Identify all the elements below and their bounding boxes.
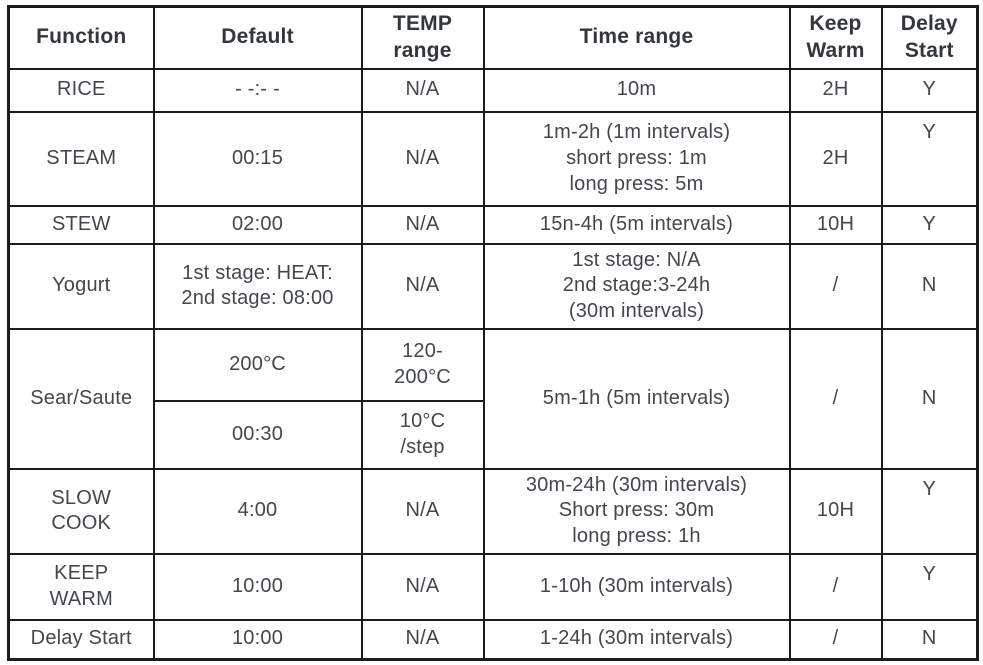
cell-sear-saute-keep-warm: / <box>788 327 883 470</box>
header-default: Default <box>152 5 363 70</box>
header-delay-start: Delay Start <box>880 5 979 70</box>
cell-slow-cook-temp-range: N/A <box>360 467 485 555</box>
cell-stew-time-range: 15n-4h (5m intervals) <box>482 204 791 245</box>
cell-slow-cook-function: SLOW COOK <box>7 467 155 555</box>
cell-yogurt-delay-start: N <box>880 242 979 330</box>
cell-yogurt-default: 1st stage: HEAT: 2nd stage: 08:00 <box>152 242 363 330</box>
cell-steam-time-range: 1m-2h (1m intervals) short press: 1m lon… <box>482 110 791 207</box>
cell-rice-temp-range: N/A <box>360 67 485 113</box>
cell-steam-function: STEAM <box>7 110 155 207</box>
cell-yogurt-temp-range: N/A <box>360 242 485 330</box>
cell-stew-default: 02:00 <box>152 204 363 245</box>
header-row: Function Default TEMP range Time range K… <box>7 5 979 70</box>
cell-keep-warm-default: 10:00 <box>152 552 363 621</box>
cell-sear-saute-delay-start: N <box>880 327 979 470</box>
cell-steam-delay-start: Y <box>880 110 979 207</box>
function-spec-table: Function Default TEMP range Time range K… <box>7 5 979 662</box>
cell-sear-saute-time-range: 5m-1h (5m intervals) <box>482 327 791 470</box>
cell-keep-warm-delay-start: Y <box>880 552 979 621</box>
cell-rice-time-range: 10m <box>482 67 791 113</box>
cell-keep-warm-keep-warm: / <box>788 552 883 621</box>
cell-slow-cook-time-range: 30m-24h (30m intervals) Short press: 30m… <box>482 467 791 555</box>
cell-stew-delay-start: Y <box>880 204 979 245</box>
cell-yogurt-function: Yogurt <box>7 242 155 330</box>
table-row-rice: RICE - -:- - N/A 10m 2H Y <box>7 67 979 113</box>
cell-rice-function: RICE <box>7 67 155 113</box>
cell-keep-warm-time-range: 1-10h (30m intervals) <box>482 552 791 621</box>
cell-stew-keep-warm: 10H <box>788 204 883 245</box>
table-row-keep-warm: KEEP WARM 10:00 N/A 1-10h (30m intervals… <box>7 552 979 621</box>
header-time-range: Time range <box>482 5 791 70</box>
cell-keep-warm-temp-range: N/A <box>360 552 485 621</box>
header-keep-warm: Keep Warm <box>788 5 883 70</box>
cell-steam-default: 00:15 <box>152 110 363 207</box>
header-temp-range: TEMP range <box>360 5 485 70</box>
table-row-sear-saute-sub1: Sear/Saute 200°C 120- 200°C 5m-1h (5m in… <box>7 327 979 470</box>
table-row-slow-cook: SLOW COOK 4:00 N/A 30m-24h (30m interval… <box>7 467 979 555</box>
cell-rice-default: - -:- - <box>152 67 363 113</box>
table-row-steam: STEAM 00:15 N/A 1m-2h (1m intervals) sho… <box>7 110 979 207</box>
cell-sear-saute-function: Sear/Saute <box>7 327 155 470</box>
table-row-yogurt: Yogurt 1st stage: HEAT: 2nd stage: 08:00… <box>7 242 979 330</box>
cell-sear-saute-default-sub1: 200°C <box>152 327 363 402</box>
cell-stew-function: STEW <box>7 204 155 245</box>
cell-steam-temp-range: N/A <box>360 110 485 207</box>
cell-yogurt-time-range: 1st stage: N/A 2nd stage:3-24h (30m inte… <box>482 242 791 330</box>
table-row-sear-saute-sub2: 00:30 10°C /step <box>9 399 978 470</box>
cell-sear-saute-temp-range-sub1: 120- 200°C <box>360 327 485 402</box>
cell-stew-temp-range: N/A <box>360 204 485 245</box>
cell-sear-saute-temp-range-sub2: 10°C /step <box>360 399 485 470</box>
cell-sear-saute-default-sub2: 00:30 <box>152 399 363 470</box>
cell-rice-delay-start: Y <box>880 67 979 113</box>
cell-slow-cook-delay-start: Y <box>880 467 979 555</box>
cell-slow-cook-keep-warm: 10H <box>788 467 883 555</box>
table-row-stew: STEW 02:00 N/A 15n-4h (5m intervals) 10H… <box>7 204 979 245</box>
cell-slow-cook-default: 4:00 <box>152 467 363 555</box>
cell-yogurt-keep-warm: / <box>788 242 883 330</box>
header-function: Function <box>7 5 155 70</box>
cell-steam-keep-warm: 2H <box>788 110 883 207</box>
cell-keep-warm-function: KEEP WARM <box>7 552 155 621</box>
cell-rice-keep-warm: 2H <box>788 67 883 113</box>
